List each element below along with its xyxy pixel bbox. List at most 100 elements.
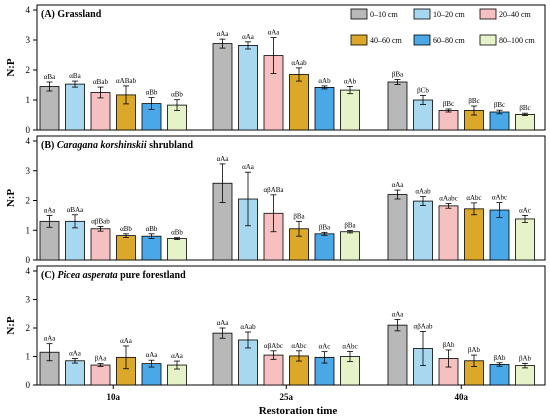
significance-label: βBc <box>519 104 530 112</box>
bar <box>340 231 360 261</box>
panel-label: (C) <box>41 270 57 281</box>
significance-label: αAa <box>217 155 230 163</box>
significance-label: βAb <box>442 341 455 349</box>
bar <box>39 86 60 131</box>
y-tick-label: 0 <box>26 380 31 390</box>
significance-label: αABab <box>116 77 136 85</box>
panel-title-italic: Picea asperata <box>57 270 120 281</box>
y-tick-label: 0 <box>26 255 31 265</box>
bar <box>212 332 233 386</box>
significance-label: αAc <box>519 206 531 214</box>
panel-1: 0 1 2 3 4 N:P (A) Grassland αBa αAa βBa αBa αAa βCb α… <box>5 4 546 135</box>
bar <box>141 235 162 261</box>
y-tick-label: 1 <box>26 225 31 235</box>
legend: 0–10 cm 10–20 cm 20–40 cm 40–60 cm 60–80 cm 8… <box>350 8 536 46</box>
panel-title-text: Grassland <box>57 9 101 20</box>
significance-label: αBb <box>146 225 158 233</box>
legend-label: 40–60 cm <box>370 36 403 45</box>
bar <box>212 43 233 131</box>
significance-label: αβBab <box>91 217 110 225</box>
y-axis-title: N:P <box>5 316 17 335</box>
significance-label: αAa <box>171 352 184 360</box>
significance-label: αβABa <box>263 186 284 194</box>
significance-label: αAa <box>120 337 133 345</box>
significance-label: αAa <box>242 163 255 171</box>
significance-label: βBa <box>319 223 331 231</box>
bar <box>116 235 136 261</box>
y-tick-label: 2 <box>26 323 31 333</box>
significance-label: αAab <box>415 188 431 196</box>
bar <box>515 218 535 261</box>
bar <box>314 87 335 131</box>
bar <box>438 110 459 131</box>
panel-label: (A) <box>41 9 57 20</box>
bar <box>515 365 535 386</box>
bar <box>387 194 408 261</box>
bar <box>489 364 510 386</box>
significance-label: βAb <box>468 346 481 354</box>
legend-label: 10–20 cm <box>433 10 466 19</box>
significance-label: αBAa <box>67 206 84 214</box>
panel-title: (B) Caragana korshinskii shrubland <box>41 140 193 151</box>
significance-label: αAa <box>392 310 405 318</box>
y-tick-label: 3 <box>26 35 31 45</box>
bar <box>65 83 85 131</box>
legend-label: 0–10 cm <box>370 10 399 19</box>
significance-label: αAa <box>44 206 57 214</box>
y-tick-label: 1 <box>26 95 31 105</box>
panel-label: (B) <box>41 140 57 151</box>
significance-label: αAa <box>69 349 82 357</box>
significance-label: αβAbc <box>264 342 283 350</box>
bar <box>515 114 535 131</box>
panel-title-text: pure forestland <box>120 270 186 281</box>
legend-label: 20–40 cm <box>499 10 532 19</box>
legend-label: 60–80 cm <box>433 36 466 45</box>
significance-label: αAab <box>291 59 307 67</box>
significance-label: βBa <box>392 71 404 79</box>
significance-label: βAb <box>519 354 532 362</box>
significance-label: αAa <box>217 30 230 38</box>
bar <box>413 200 433 261</box>
bar <box>489 111 510 131</box>
significance-label: αAa <box>146 351 159 359</box>
legend-swatch <box>350 34 368 46</box>
significance-label: αAb <box>344 78 357 86</box>
bar <box>387 81 408 131</box>
y-tick-label: 0 <box>26 125 31 135</box>
significance-label: αAab <box>240 323 256 331</box>
panel-3: 0 1 2 3 4 N:P (C) Picea asperata pure forestla… <box>5 265 546 390</box>
significance-label: αAa <box>268 29 281 37</box>
y-tick-label: 2 <box>26 196 31 206</box>
significance-label: αBb <box>146 89 158 97</box>
legend-swatch <box>413 8 431 20</box>
legend-swatch <box>413 34 431 46</box>
bar <box>289 74 309 131</box>
significance-label: βCb <box>417 87 429 95</box>
bar <box>167 238 187 261</box>
bar <box>340 89 360 131</box>
x-tick-label: 25a <box>280 392 294 402</box>
significance-label: βBa <box>293 212 305 220</box>
significance-label: αAa <box>392 181 405 189</box>
bar <box>90 364 111 386</box>
significance-label: βBc <box>468 97 479 105</box>
x-tick-label: 40a <box>455 392 469 402</box>
significance-label: βBc <box>443 100 454 108</box>
significance-label: αAa <box>217 319 230 327</box>
significance-label: βAa <box>95 355 108 363</box>
bar <box>238 45 258 131</box>
bar <box>438 205 459 261</box>
significance-label: αAbc <box>492 194 507 202</box>
y-tick-label: 4 <box>26 5 31 15</box>
significance-label: αAb <box>318 77 331 85</box>
legend-swatch <box>479 34 497 46</box>
significance-label: αAbc <box>466 194 481 202</box>
bar <box>387 324 408 386</box>
bar <box>314 233 335 261</box>
bar <box>90 228 111 261</box>
legend-swatch <box>350 8 368 20</box>
significance-label: αβAab <box>414 322 433 330</box>
x-axis-title: Restoration time <box>259 405 338 417</box>
legend-label: 80–100 cm <box>499 36 536 45</box>
panel-title: (A) Grassland <box>41 9 102 20</box>
